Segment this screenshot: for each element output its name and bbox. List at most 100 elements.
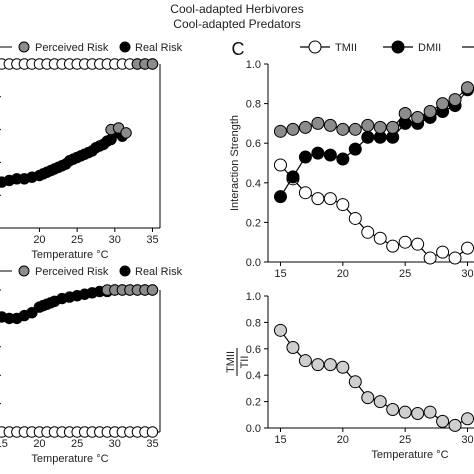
x-tick-label: 20: [337, 434, 349, 446]
legend-label-perceived-risk: Perceived Risk: [35, 266, 109, 278]
data-point-dmii: [336, 152, 350, 166]
data-point-series-0: [286, 340, 300, 354]
y-tick-label: 0.4: [246, 178, 261, 190]
x-tick-label: 25: [71, 234, 83, 246]
legend-marker-perceived-risk: [18, 41, 30, 53]
x-tick-label: 30: [109, 234, 121, 246]
data-point-series-0: [411, 406, 425, 420]
y-tick-label: 0.8: [246, 99, 261, 111]
legend-label-perceived-risk: Perceived Risk: [35, 42, 109, 54]
panel-letter-c: C: [232, 39, 245, 59]
data-point-dmii: [286, 170, 300, 184]
data-point-tmii: [423, 251, 437, 265]
x-tick-label: 35: [146, 234, 158, 246]
data-point-tmii: [461, 241, 474, 255]
data-point-tmii: [323, 192, 337, 206]
legend-marker-perceived-risk: [18, 265, 30, 277]
data-point-series-0: [398, 405, 412, 419]
x-tick-label: 15: [274, 268, 286, 280]
y-tick-label: 0.4: [246, 370, 261, 382]
data-point-series-0: [386, 403, 400, 417]
data-point-series-2: [398, 107, 412, 120]
data-point-tmii: [448, 251, 462, 265]
legend-marker-dmii: [391, 40, 405, 54]
y-tick-label: 0.8: [246, 317, 261, 329]
x-tick-label: 30: [461, 434, 473, 446]
data-point-series-2: [448, 93, 462, 107]
data-point-tmii: [348, 211, 362, 225]
data-point-tmii: [298, 186, 312, 200]
data-point-series-0: [436, 414, 450, 428]
data-point-series-0: [323, 358, 337, 372]
y-tick-label: 0.0: [246, 423, 261, 435]
data-point-series-2: [411, 110, 425, 124]
data-point-dmii: [273, 190, 287, 204]
x-tick-label: 25: [71, 438, 83, 450]
x-axis-title: Temperature °C: [371, 449, 448, 461]
x-tick-label: 15: [0, 438, 8, 450]
legend-label-dmii: DMII: [418, 42, 441, 54]
data-point-series-2: [461, 81, 474, 95]
data-point-series-0: [361, 391, 375, 405]
data-point-dmii: [323, 148, 337, 162]
y-tick-label: 0.0: [246, 257, 261, 269]
data-point-series-0: [336, 360, 350, 374]
chart-top-left: 20 25 30 35 Temperature °C Perceived Risk Real…: [0, 41, 183, 261]
data-point-series-2: [298, 120, 312, 134]
x-tick-label: 20: [33, 234, 45, 246]
legend-marker-tmii: [308, 40, 322, 54]
data-point-series-2: [361, 118, 375, 132]
data-point-perceived-risk: [146, 284, 159, 296]
y-tick-label: 0.6: [246, 344, 261, 356]
data-point-series-2: [373, 120, 387, 134]
data-point-series-0: [461, 412, 474, 426]
legend-label-real-risk: Real Risk: [135, 42, 183, 54]
data-point-series-0: [373, 395, 387, 409]
x-tick-label: 35: [146, 438, 158, 450]
data-point-perceived-risk: [146, 58, 159, 70]
y-axis-title-denominator: TII: [239, 356, 251, 369]
figure-header-line2: Cool-adapted Predators: [173, 17, 301, 31]
data-point-series-2: [311, 116, 325, 130]
x-tick-label: 30: [461, 268, 473, 280]
series-line-series-0: [279, 329, 468, 427]
data-point-tmii: [436, 245, 450, 259]
data-point-series-2: [348, 122, 362, 136]
y-axis-title-numerator: TMII: [225, 351, 237, 373]
y-tick-label: 0.2: [246, 217, 261, 229]
data-point-series-0: [298, 354, 312, 368]
data-point-series-2: [323, 118, 337, 132]
data-point-dmii: [361, 130, 375, 144]
data-point-series-2: [386, 120, 400, 134]
y-tick-label: 1.0: [246, 59, 261, 71]
data-point-series-2: [436, 97, 450, 111]
legend-marker-real-risk: [119, 41, 131, 53]
data-point-series-0: [311, 358, 325, 372]
y-tick-label: 0.6: [246, 138, 261, 150]
data-point-tmii: [398, 235, 412, 249]
data-point-series-2: [423, 105, 437, 119]
data-point-tmii: [273, 158, 287, 172]
data-point-tmii: [336, 198, 350, 212]
x-tick-label: 15: [274, 434, 286, 446]
data-point-tmii: [411, 237, 425, 251]
data-point-series-0: [273, 323, 287, 337]
x-axis-title: Temperature °C: [31, 453, 108, 465]
chart-bottom-left: 15 20 25 30 35 Temperature °C Perceived Risk Re…: [0, 265, 183, 465]
data-point-dmii: [311, 146, 325, 160]
data-point-series-2: [336, 122, 350, 136]
data-point-series-2: [286, 122, 300, 136]
chart-panel-c-top: 15 20 25 30 0.0 0.2 0.4 0.6 0.8 1.0C Interaction S…: [229, 39, 474, 280]
data-point-series-2: [273, 124, 287, 138]
chart-panel-c-bottom: 15 20 25 30 0.0 0.2 0.4 0.6 0.8 1.0 Temperature °C…: [225, 291, 474, 461]
data-point-tmii: [373, 231, 387, 245]
series-line-tmii: [280, 164, 468, 259]
x-tick-label: 20: [337, 268, 349, 280]
legend-label-tmii: TMII: [335, 42, 357, 54]
data-point-real-risk: [26, 307, 38, 319]
data-point-dmii: [298, 150, 312, 164]
figure-header-line1: Cool-adapted Herbivores: [170, 2, 304, 16]
x-tick-label: 25: [399, 434, 411, 446]
x-axis-title: Temperature °C: [31, 249, 108, 261]
